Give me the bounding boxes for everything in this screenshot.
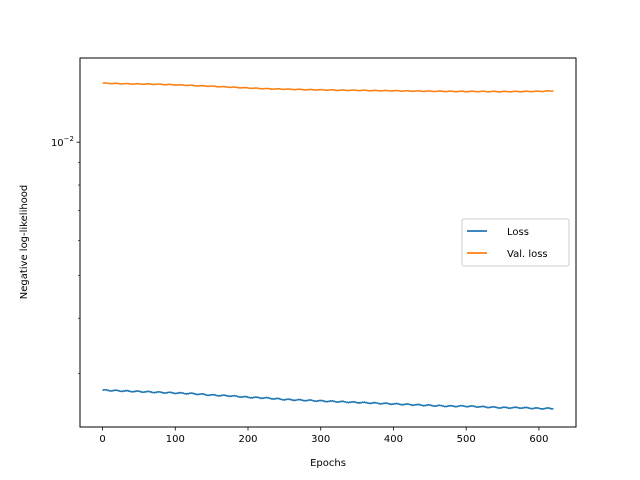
x-tick-label: 400 <box>384 434 403 445</box>
plot-frame <box>79 57 577 428</box>
x-tick-label: 500 <box>457 434 476 445</box>
series-line-loss <box>102 388 554 410</box>
x-axis-label: Epochs <box>310 458 346 469</box>
x-tick-label: 200 <box>238 434 257 445</box>
x-tick-label: 100 <box>166 434 185 445</box>
legend-box <box>461 218 570 267</box>
x-tick-label: 300 <box>311 434 330 445</box>
x-tick-label: 600 <box>529 434 548 445</box>
series-layer <box>102 82 554 410</box>
legend-label-loss: Loss <box>507 227 529 238</box>
y-axis-label: Negative log-likelihood <box>19 185 30 300</box>
legend-label-val-loss: Val. loss <box>507 249 548 260</box>
x-tick-label: 0 <box>99 434 105 445</box>
series-line-val-loss <box>102 82 554 93</box>
legend: Loss Val. loss <box>461 218 570 267</box>
y-tick-label: 10−2 <box>51 135 74 149</box>
